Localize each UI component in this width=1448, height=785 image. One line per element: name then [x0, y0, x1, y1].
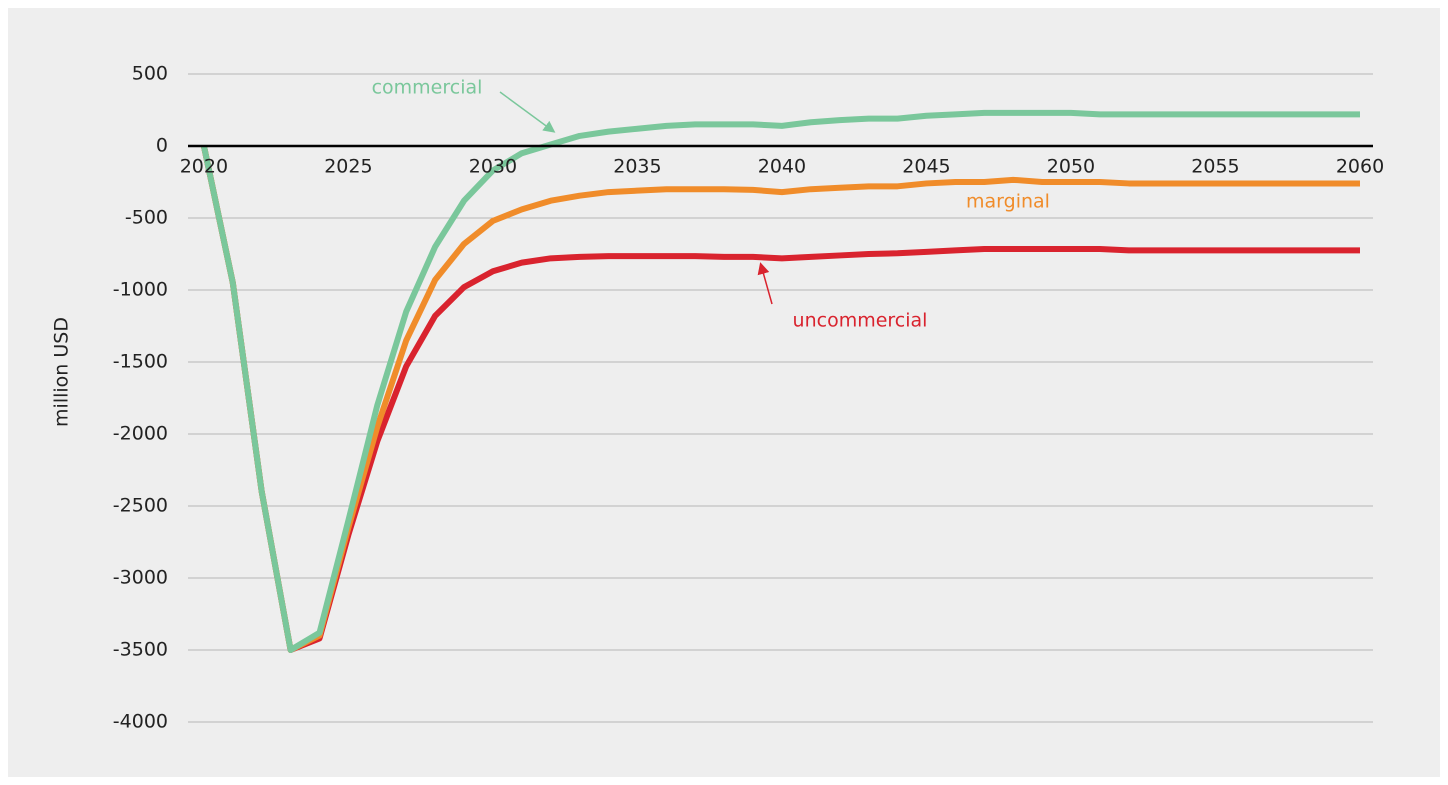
y-tick-label: -2500 [113, 495, 168, 517]
x-tick-label: 2045 [902, 156, 950, 178]
line-series [200, 145, 1360, 653]
y-tick-label: 500 [132, 63, 168, 85]
y-tick-label: -3500 [113, 639, 168, 661]
annotation-arrow [499, 91, 556, 133]
y-tick-label: -1500 [113, 351, 168, 373]
x-tick-label: 2025 [324, 156, 372, 178]
y-tick-label: -3000 [113, 567, 168, 589]
x-tick-label: 2020 [180, 156, 228, 178]
x-tick-label: 2030 [469, 156, 517, 178]
x-tick-label: 2055 [1191, 156, 1239, 178]
grid [188, 73, 1373, 723]
y-tick-label: -4000 [113, 711, 168, 733]
x-tick-label: 2060 [1336, 156, 1384, 178]
annotation: uncommercial [793, 310, 928, 332]
line-series [200, 145, 1360, 653]
y-axis-label: million USD [51, 317, 73, 427]
x-tick-label: 2050 [1047, 156, 1095, 178]
y-tick-label: -2000 [113, 423, 168, 445]
annotation-arrow [757, 262, 773, 305]
annotation: commercial [372, 77, 483, 99]
x-tick-label: 2040 [758, 156, 806, 178]
y-tick-label: -500 [125, 207, 168, 229]
x-tick-label: 2035 [613, 156, 661, 178]
lines [200, 109, 1360, 653]
y-tick-label: -1000 [113, 279, 168, 301]
y-tick-label: 0 [156, 135, 168, 157]
annotation: marginal [966, 191, 1050, 213]
line-series [200, 109, 1360, 653]
